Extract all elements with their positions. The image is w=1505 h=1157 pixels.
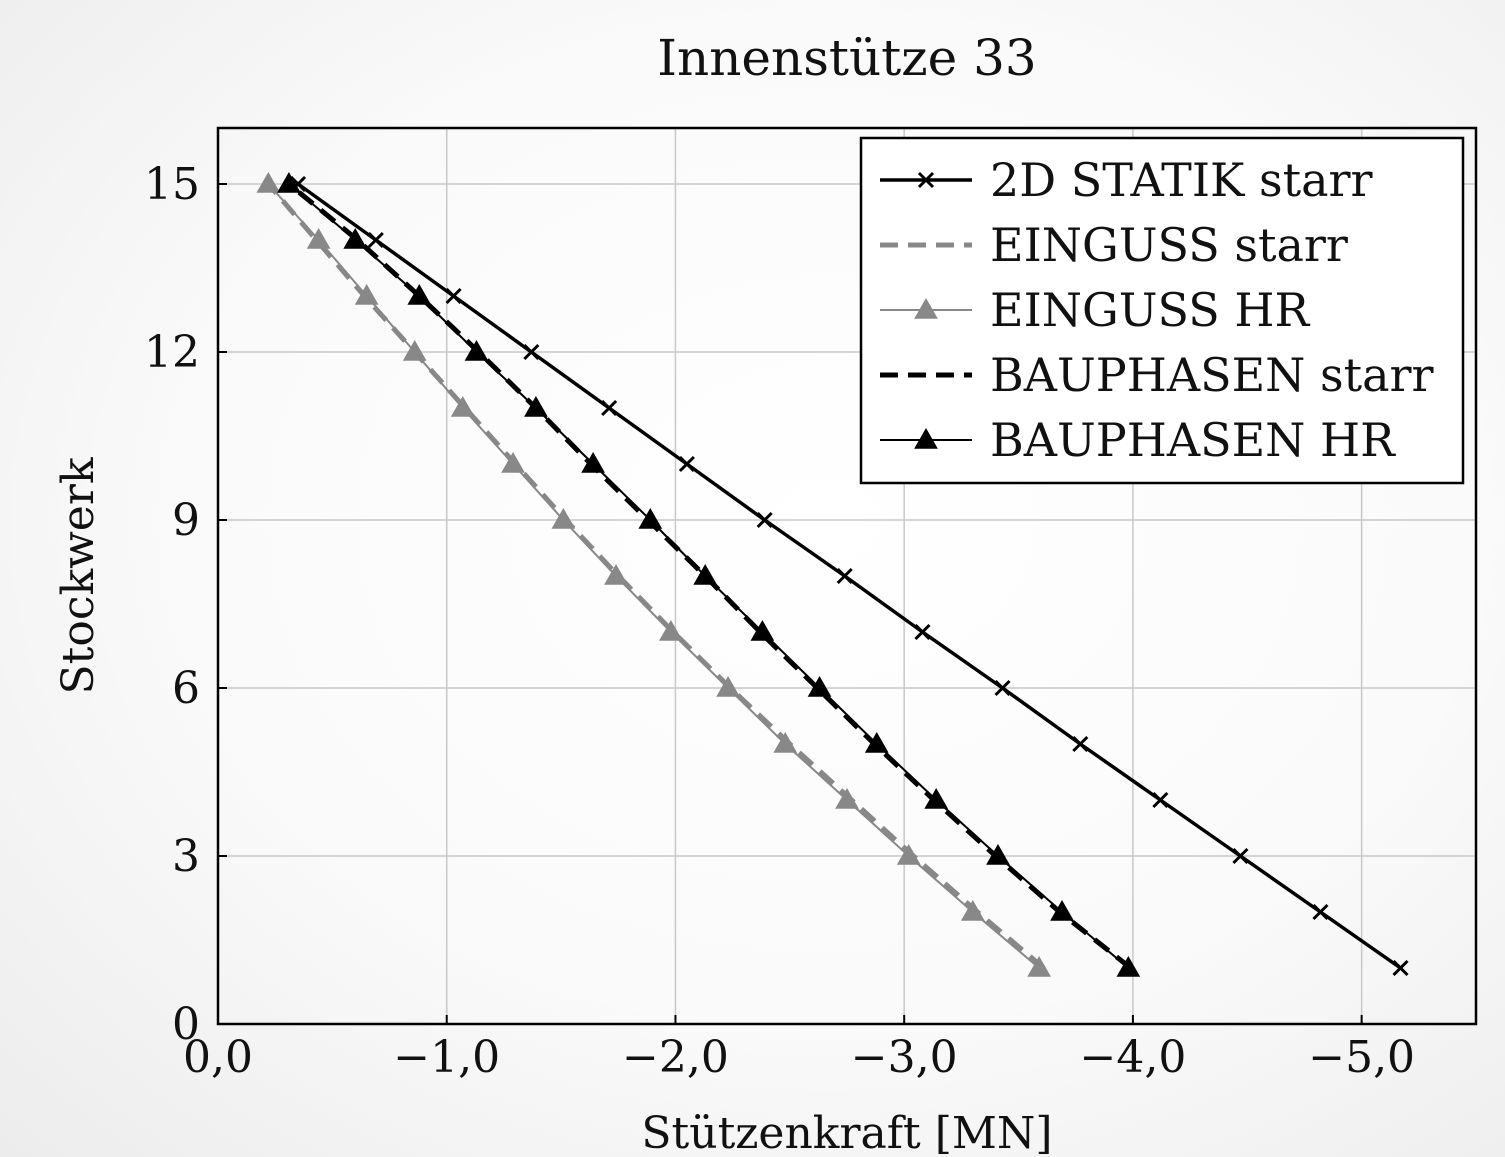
einguss-hr-point — [835, 787, 859, 809]
legend-einguss-hr-point — [914, 297, 938, 319]
x-tick-label: −4,0 — [1079, 1032, 1186, 1083]
series-2d-statik-starr — [289, 175, 1409, 977]
series-layer — [256, 171, 1409, 977]
plot-frame — [216, 126, 1478, 1026]
series-bauphasen-hr — [277, 171, 1141, 977]
x-tick-label: −2,0 — [622, 1032, 729, 1083]
bauphasen-hr-point — [864, 731, 889, 753]
bauphasen-hr-point — [581, 451, 605, 473]
einguss-hr-point — [306, 227, 331, 249]
legend-label-bauphasen-starr: BAUPHASEN starr — [990, 348, 1434, 402]
2d-statik-starr-point — [1072, 735, 1089, 753]
legend-label-2d-statik-starr: 2D STATIK starr — [990, 153, 1373, 207]
einguss-hr-point — [551, 507, 576, 529]
einguss-hr-point — [402, 339, 427, 361]
einguss-hr-point — [354, 283, 379, 305]
legend-2d-statik-starr-point — [917, 171, 935, 189]
2d-statik-starr-point — [1312, 903, 1329, 921]
y-tick-label: 0 — [172, 999, 200, 1050]
bauphasen-hr-point — [693, 563, 718, 585]
2d-statik-starr-point — [836, 567, 853, 585]
x-tick-label: 0,0 — [183, 1032, 253, 1083]
bauphasen-hr-point — [638, 507, 663, 529]
2d-statik-starr-point — [523, 343, 540, 361]
bauphasen-hr-point — [464, 339, 489, 361]
bauphasen-hr-point — [277, 171, 301, 193]
x-tick-label: −5,0 — [1308, 1032, 1415, 1083]
einguss-hr-point — [960, 899, 985, 921]
legend-bauphasen-hr-point — [914, 427, 938, 449]
bauphasen-hr-point — [1050, 899, 1074, 921]
einguss-hr-point — [659, 619, 683, 641]
einguss-hr-point — [896, 843, 921, 865]
tick-labels: 0,0 −1,0 −2,0 −3,0 −4,0 −5,0 0 3 6 9 12 15 — [144, 159, 1415, 1083]
2d-statik-starr-point — [601, 399, 618, 417]
einguss-hr-point — [1027, 955, 1051, 977]
einguss-hr-point — [256, 171, 281, 193]
legend-label-einguss-starr: EINGUSS starr — [990, 218, 1348, 272]
2d-statik-starr-point — [445, 287, 462, 305]
bauphasen-hr-point — [750, 619, 775, 641]
einguss-hr-point — [450, 395, 475, 417]
bauphasen-hr-point — [343, 227, 368, 249]
einguss-hr-point — [773, 731, 798, 753]
einguss-hr-point — [604, 563, 628, 585]
2d-statik-starr-point — [678, 455, 695, 473]
series-einguss-hr — [256, 171, 1051, 977]
x-axis-title: Stützenkraft [MN] — [641, 1108, 1052, 1157]
2d-statik-starr-point — [1232, 847, 1249, 865]
y-tick-label: 9 — [172, 495, 200, 546]
legend-label-bauphasen-hr: BAUPHASEN HR — [990, 413, 1396, 467]
2d-statik-starr-point — [914, 623, 931, 641]
bauphasen-hr-point — [407, 283, 432, 305]
bauphasen-hr-point — [524, 395, 548, 417]
bauphasen-hr-point — [1116, 955, 1141, 977]
y-tick-label: 15 — [144, 159, 200, 210]
bauphasen-hr-point — [924, 787, 949, 809]
y-tick-label: 6 — [172, 663, 200, 714]
bauphasen-hr-point — [807, 675, 832, 697]
series-bauphasen-starr — [287, 182, 1133, 970]
2d-statik-starr-point — [1152, 791, 1169, 809]
bauphasen-starr-line — [287, 182, 1133, 970]
x-tick-label: −1,0 — [393, 1032, 500, 1083]
einguss-hr-point — [501, 451, 525, 473]
y-axis-title: Stockwerk — [53, 457, 104, 694]
2d-statik-starr-point — [367, 231, 384, 249]
2d-statik-starr-point — [1392, 959, 1409, 977]
x-tick-label: −3,0 — [851, 1032, 958, 1083]
einguss-hr-point — [716, 675, 740, 697]
legend-label-einguss-hr: EINGUSS HR — [990, 283, 1310, 337]
chart-title: Innenstütze 33 — [657, 29, 1036, 87]
2d-statik-starr-point — [994, 679, 1011, 697]
einguss-starr-line — [266, 182, 1046, 970]
y-tick-label: 3 — [172, 831, 200, 882]
y-tick-label: 12 — [144, 327, 200, 378]
bauphasen-hr-point — [986, 843, 1010, 865]
legend: 2D STATIK starr EINGUSS starr EINGUSS HR BA… — [859, 136, 1465, 485]
2d-statik-starr-point — [756, 511, 773, 529]
series-einguss-starr — [266, 182, 1046, 970]
